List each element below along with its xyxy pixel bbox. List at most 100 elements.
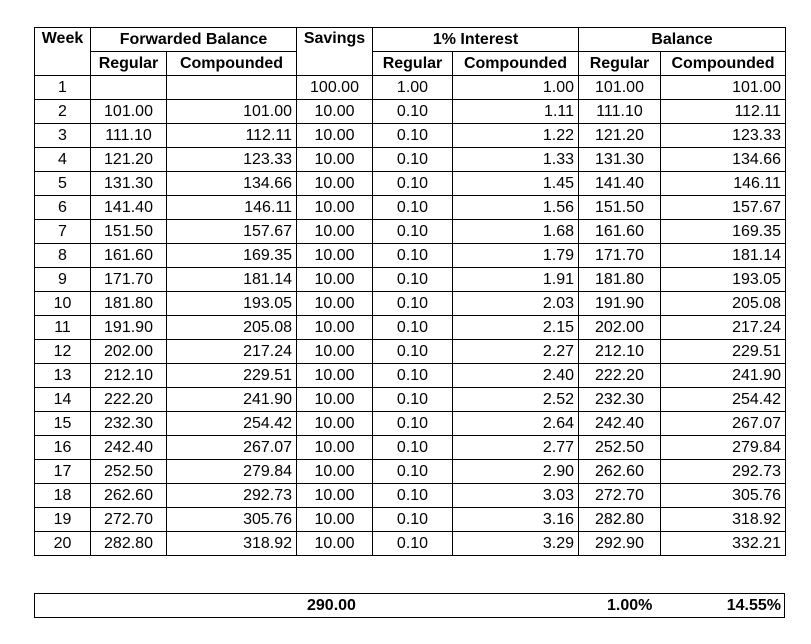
cell: 1.56 [452,195,579,220]
cell: 131.30 [578,147,661,172]
cell: 14 [34,387,91,412]
cell: 10.00 [296,363,373,388]
cell: 222.20 [578,363,661,388]
cell: 20 [34,531,91,556]
cell: 1.11 [452,99,579,124]
cell: 161.60 [578,219,661,244]
cell: 1.91 [452,267,579,292]
cell: 292.73 [166,483,297,508]
data-row: 18 262.60 292.73 10.00 0.10 3.03 272.70 305.76 [34,483,786,508]
data-row: 2 101.00 101.00 10.00 0.10 1.11 111.10 112.11 [34,99,786,124]
column-header: Week [34,27,91,76]
cell: 3 [34,123,91,148]
cell: 112.11 [660,99,786,124]
cell: 18 [34,483,91,508]
subheader-row: Regular Compounded Regular Compounded Regula… [35,51,786,76]
cell: 10.00 [296,267,373,292]
cell: 0.10 [372,339,453,364]
cell: 217.24 [660,315,786,340]
cell: 0.10 [372,171,453,196]
cell: 146.11 [166,195,297,220]
column-header: Savings [296,27,373,76]
cell: 193.05 [660,267,786,292]
cell: 151.50 [90,219,167,244]
cell: 10.00 [296,459,373,484]
summary-box: 290.00 1.00% 14.55% [34,593,785,618]
cell: 17 [34,459,91,484]
cell: 10.00 [296,507,373,532]
cell: 272.70 [90,507,167,532]
cell: 318.92 [660,507,786,532]
cell: 123.33 [166,147,297,172]
cell: 3.29 [452,531,579,556]
cell: 1.33 [452,147,579,172]
cell: 2 [34,99,91,124]
cell: 252.50 [578,435,661,460]
cell: 2.15 [452,315,579,340]
cell: 279.84 [166,459,297,484]
cell: 8 [34,243,91,268]
cell: 3.03 [452,483,579,508]
cell: 1.79 [452,243,579,268]
cell: 7 [34,219,91,244]
cell: 10.00 [296,387,373,412]
cell: 0.10 [372,195,453,220]
cell: 191.90 [578,291,661,316]
data-row: 19 272.70 305.76 10.00 0.10 3.16 282.80 318.92 [34,507,786,532]
cell: 169.35 [660,219,786,244]
cell: 242.40 [90,435,167,460]
cell: 161.60 [90,243,167,268]
cell: 134.66 [660,147,786,172]
cell: 0.10 [372,411,453,436]
cell: 101.00 [166,99,297,124]
data-row: 5 131.30 134.66 10.00 0.10 1.45 141.40 146.11 [34,171,786,196]
cell: 305.76 [660,483,786,508]
cell: 10.00 [296,243,373,268]
cell: 318.92 [166,531,297,556]
cell: 131.30 [90,171,167,196]
empty-cell [166,75,297,100]
cell: 0.10 [372,123,453,148]
cell: 282.80 [578,507,661,532]
data-row: 11 191.90 205.08 10.00 0.10 2.15 202.00 217.24 [34,315,786,340]
cell: 1.00 [452,75,579,100]
column-header: Forwarded Balance [90,27,297,52]
cell: 10 [34,291,91,316]
cell: 10.00 [296,315,373,340]
cell: 2.27 [452,339,579,364]
cell: 267.07 [660,411,786,436]
data-row: 6 141.40 146.11 10.00 0.10 1.56 151.50 157.67 [34,195,786,220]
cell: 171.70 [578,243,661,268]
cell: 9 [34,267,91,292]
column-subheader: Compounded [452,51,579,76]
cell: 157.67 [166,219,297,244]
cell: 10.00 [296,99,373,124]
cell: 181.14 [166,267,297,292]
data-row: 10 181.80 193.05 10.00 0.10 2.03 191.90 205.08 [34,291,786,316]
cell: 2.03 [452,291,579,316]
cell: 1.22 [452,123,579,148]
cell: 169.35 [166,243,297,268]
cell: 10.00 [296,219,373,244]
cell: 0.10 [372,363,453,388]
header-row: Week Forwarded Balance Savings 1% Interest B… [34,27,786,76]
cell: 191.90 [90,315,167,340]
cell: 111.10 [578,99,661,124]
cell: 13 [34,363,91,388]
cell: 10.00 [296,171,373,196]
cell: 272.70 [578,483,661,508]
cell: 202.00 [578,315,661,340]
cell: 181.14 [660,243,786,268]
cell: 10.00 [296,483,373,508]
cell: 0.10 [372,267,453,292]
column-subheader: Compounded [660,51,786,76]
cell: 1 [34,75,91,100]
cell: 11 [34,315,91,340]
column-subheader: Regular [578,51,661,76]
cell: 0.10 [372,531,453,556]
regular-rate: 1.00% [607,597,653,614]
cell: 12 [34,339,91,364]
cell: 262.60 [90,483,167,508]
total-savings: 290.00 [307,597,356,614]
